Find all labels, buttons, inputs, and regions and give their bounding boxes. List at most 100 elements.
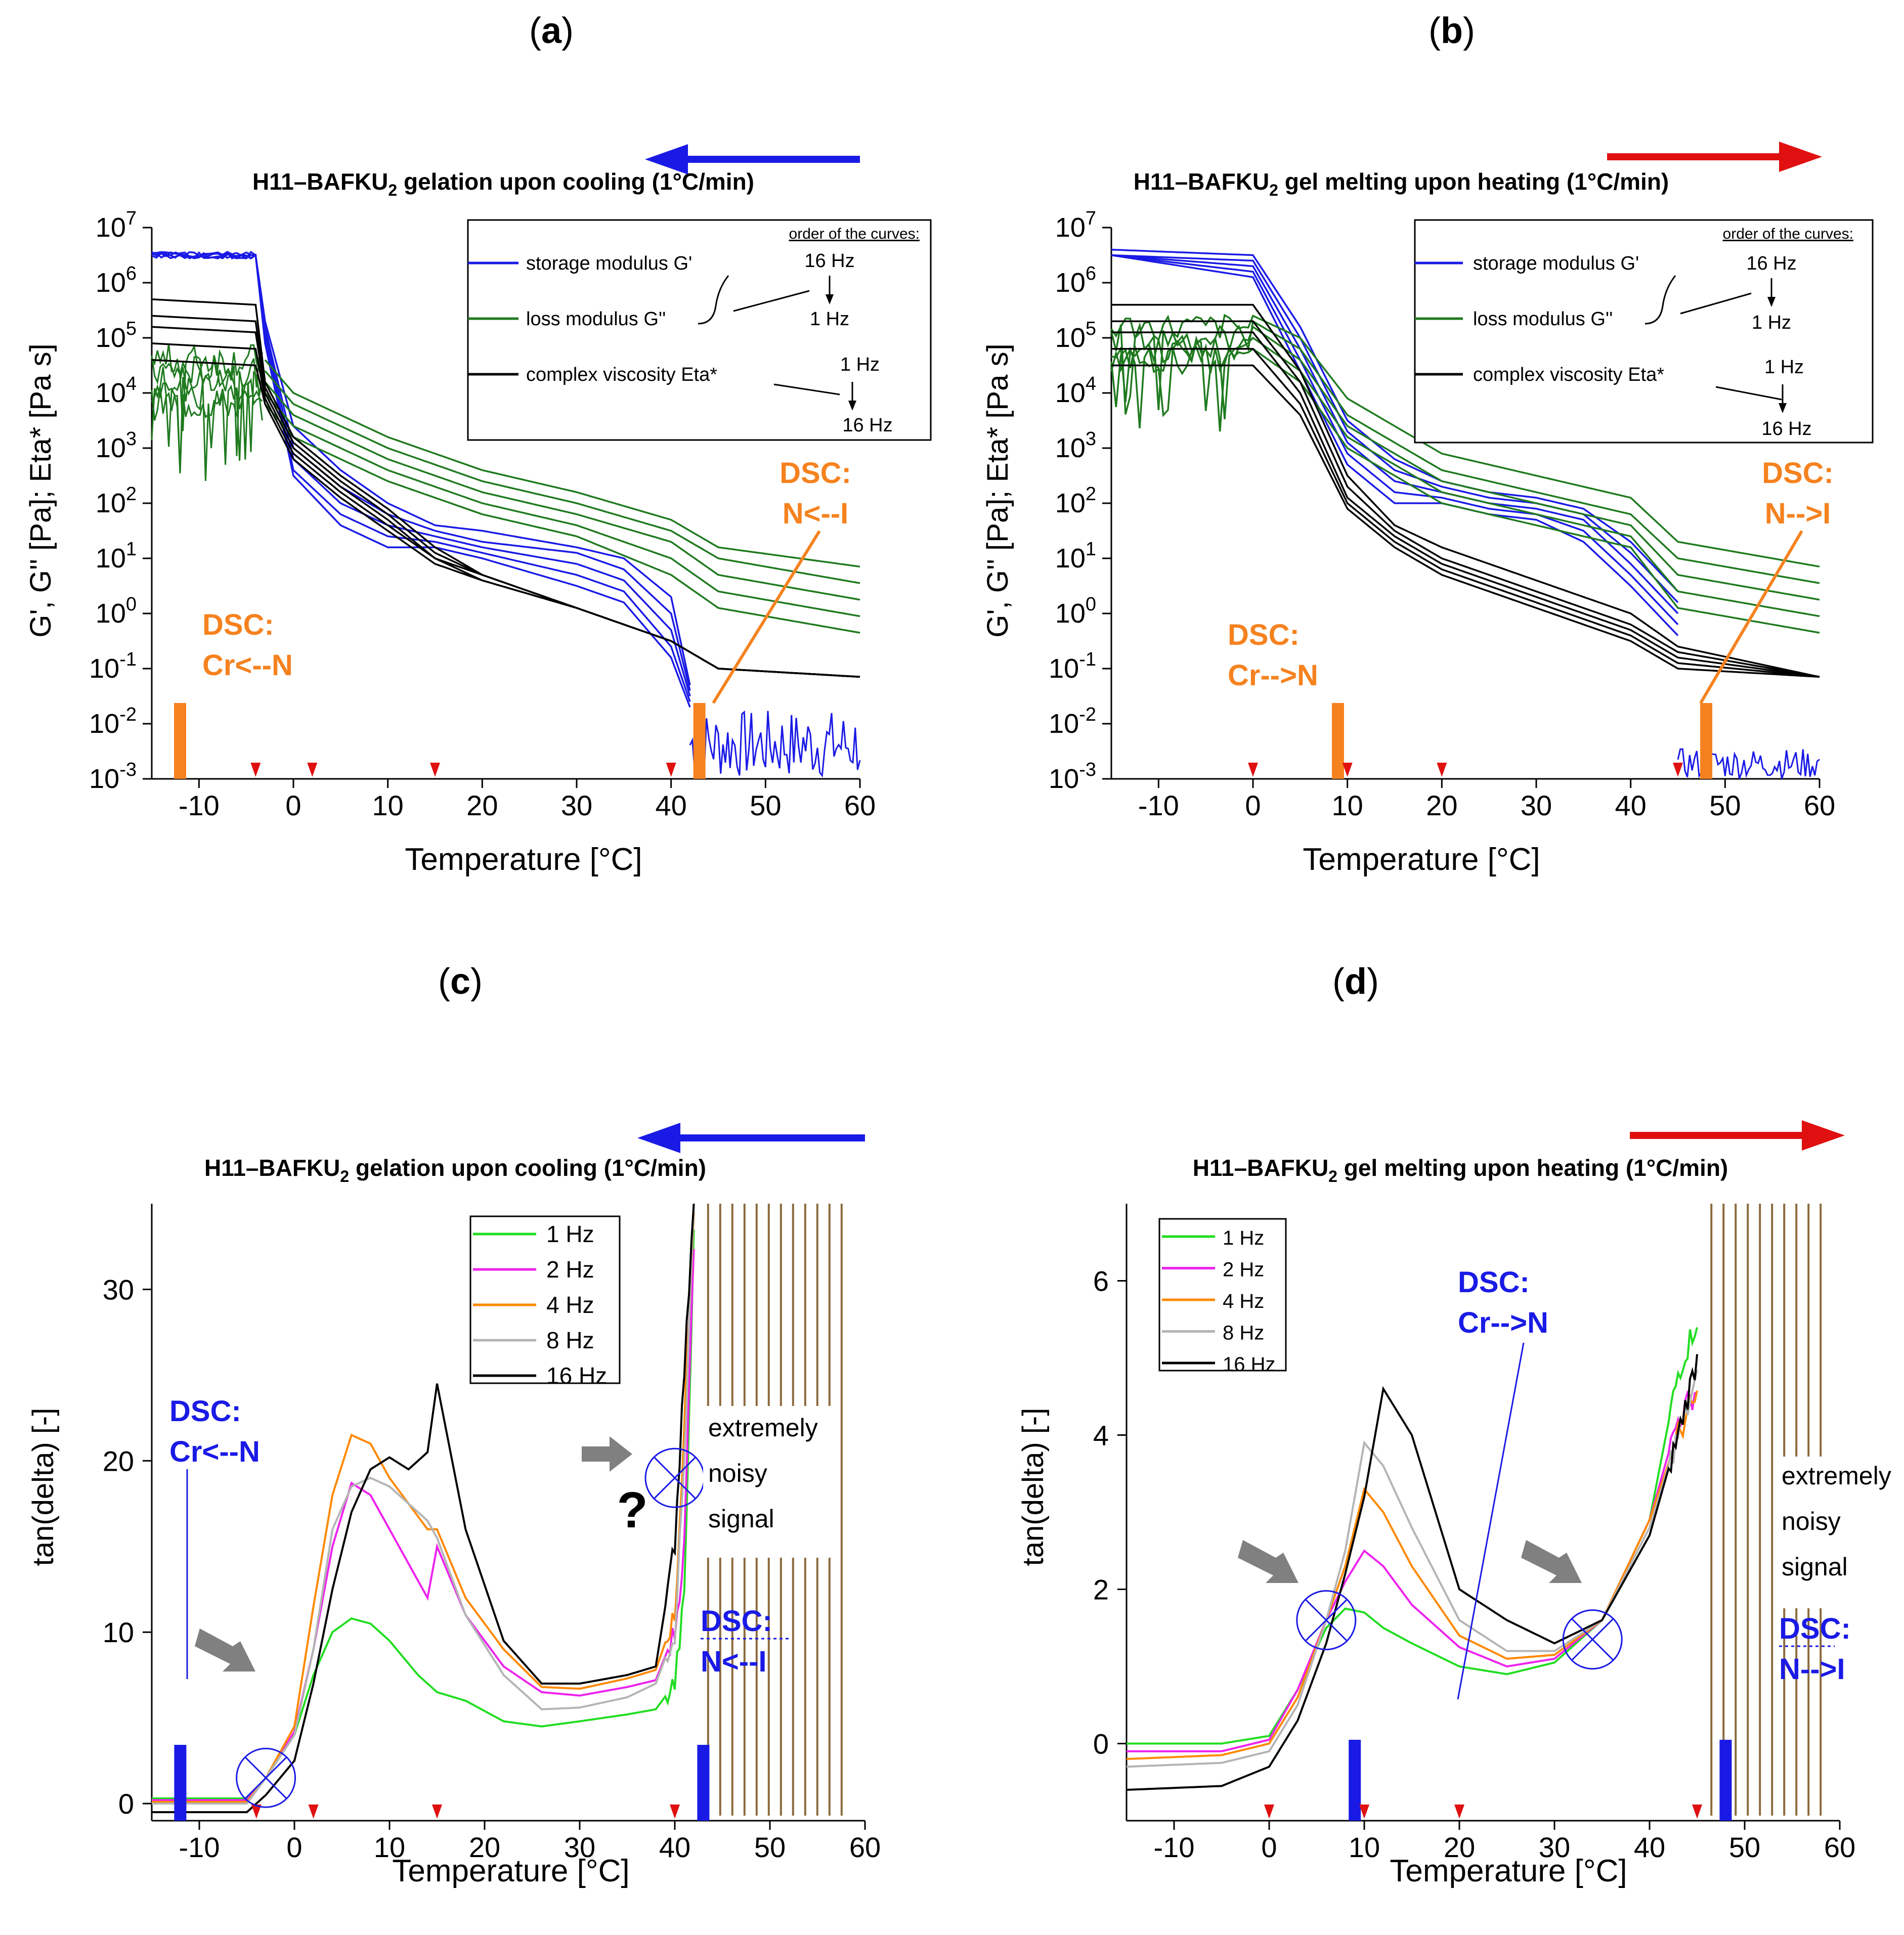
cooling-arrow	[637, 1123, 865, 1153]
crossing-x	[245, 1757, 287, 1799]
legend-box	[469, 1215, 621, 1384]
panel-label-b: (b)	[1429, 11, 1475, 51]
curve-2hz	[152, 1249, 695, 1801]
curve-black-1	[1111, 320, 1820, 678]
y-tick-label: 4	[1093, 1420, 1109, 1452]
dsc-transition-low: Cr-->N	[1458, 1306, 1548, 1339]
chart-title: H11–BAFKU2 gelation upon cooling (1°C/mi…	[204, 1155, 706, 1185]
curve-2hz	[1127, 1390, 1698, 1752]
y-tick-label: 105	[96, 318, 137, 353]
heating-arrow	[1607, 142, 1822, 172]
x-tick-label: 40	[659, 1831, 690, 1863]
legend-eta-1hz: 1 Hz	[840, 354, 880, 375]
y-tick-label: 10-2	[89, 704, 137, 739]
measurement-triangle	[307, 763, 318, 777]
x-tick-label: 20	[1444, 1831, 1475, 1863]
curve-gsecond-lowT	[151, 367, 263, 461]
x-tick-label: 0	[1261, 1831, 1277, 1863]
dsc-transition-low: Cr<--N	[202, 649, 293, 682]
curve-blue-2	[1111, 254, 1679, 614]
gprime-noise	[1677, 748, 1820, 779]
curve-green-3	[264, 392, 860, 618]
dsc-marker	[174, 703, 186, 779]
x-tick-label: 50	[754, 1831, 786, 1863]
y-tick-label: 101	[96, 539, 137, 574]
noisy-label: extremely noisy signal	[1777, 1457, 1898, 1608]
x-tick-label: 10	[1349, 1831, 1380, 1863]
legend-16hz: 16 Hz	[804, 250, 854, 272]
legend-16hz: 16 Hz	[1746, 253, 1796, 274]
x-tick-label: 60	[1824, 1831, 1855, 1863]
chart-title: H11–BAFKU2 gel melting upon heating (1°C…	[1134, 168, 1669, 199]
curve-black-2	[1111, 331, 1820, 678]
x-tick-label: 10	[372, 789, 404, 821]
dsc-transition-high: N-->I	[1765, 497, 1831, 530]
measurement-triangle	[666, 763, 676, 777]
dsc-label-high: DSC:	[701, 1605, 772, 1638]
curve-green-0	[264, 359, 860, 568]
x-tick-label: 0	[1245, 789, 1261, 821]
dsc-label-high: DSC:	[1779, 1612, 1851, 1645]
legend-item-2: 4 Hz	[1223, 1290, 1264, 1312]
x-tick-label: 10	[1332, 789, 1363, 821]
legend-item-storage: storage modulus G'	[526, 253, 692, 274]
dsc-label-low: DSC:	[1228, 619, 1300, 651]
grey-arrow-1	[1238, 1540, 1299, 1583]
legend-item-3: 8 Hz	[1223, 1322, 1264, 1344]
legend-eta-1hz: 1 Hz	[1764, 357, 1804, 378]
curve-black-0	[1111, 303, 1820, 678]
chart-a: H11–BAFKU2 gelation upon cooling (1°C/mi…	[24, 144, 932, 877]
x-tick-label: 0	[286, 1831, 302, 1863]
y-tick-label: 104	[96, 373, 137, 408]
curve-8hz	[1126, 1369, 1698, 1768]
y-tick-label: 103	[96, 428, 137, 463]
measurement-triangle	[1359, 1805, 1369, 1819]
chart-panel-a: H11–BAFKU2 gelation upon cooling (1°C/mi…	[0, 131, 952, 910]
legend-item-eta: complex viscosity Eta*	[526, 364, 717, 385]
curve-1hz	[1127, 1327, 1698, 1745]
dsc-label-low: DSC:	[1458, 1266, 1530, 1299]
x-tick-label: -10	[179, 1831, 220, 1863]
x-axis-label: Temperature [°C]	[392, 1854, 629, 1888]
measurement-triangle	[430, 763, 440, 777]
tan-legend: 1 Hz 2 Hz 4 Hz 8 Hz 16 Hz	[1158, 1218, 1287, 1376]
y-tick-label: 20	[103, 1445, 134, 1477]
grey-arrow-2	[1521, 1540, 1582, 1583]
crossing-x	[1572, 1618, 1614, 1660]
dsc-transition-high: N-->I	[1779, 1653, 1845, 1686]
dsc-marker	[174, 1745, 187, 1821]
noisy-line-2: noisy	[1782, 1507, 1841, 1535]
legend-box	[1158, 1218, 1287, 1372]
noisy-line-1: extremely	[708, 1414, 818, 1442]
panel-label-d: (d)	[1332, 961, 1379, 1002]
measurement-triangle	[1673, 763, 1683, 777]
curve-black-3	[1111, 348, 1820, 678]
dsc-label-high: DSC:	[1762, 457, 1834, 490]
x-tick-label: 30	[564, 1831, 595, 1863]
crossing-circle-0	[1296, 1590, 1357, 1650]
gprime-noise	[689, 710, 861, 778]
curve-4hz	[1126, 1390, 1698, 1760]
x-tick-label: 20	[469, 1831, 500, 1863]
x-tick-label: 60	[1804, 789, 1835, 821]
grey-arrow-1	[195, 1629, 255, 1672]
x-tick-label: 50	[1709, 789, 1741, 821]
curve-1hz	[152, 1229, 695, 1799]
x-axis-label: Temperature [°C]	[405, 842, 642, 877]
crossing-x	[654, 1457, 696, 1499]
curve-blue-3	[1111, 254, 1679, 626]
legend-item-0: 1 Hz	[1223, 1227, 1264, 1249]
noisy-line-3: signal	[708, 1505, 774, 1533]
y-tick-label: 30	[103, 1273, 134, 1305]
curve-black-4	[151, 359, 860, 678]
noisy-line-1: extremely	[1782, 1462, 1891, 1490]
legend-item-4: 16 Hz	[546, 1362, 607, 1389]
y-axis-label: G', G'' [Pa]; Eta* [Pa s]	[981, 343, 1014, 637]
dsc-label-low: DSC:	[169, 1395, 241, 1428]
curve-gsecond-lowT	[151, 354, 263, 456]
y-axis-label: G', G'' [Pa]; Eta* [Pa s]	[24, 343, 57, 637]
measurement-triangle	[1342, 763, 1353, 777]
chart-panel-b: H11–BAFKU2 gel melting upon heating (1°C…	[952, 131, 1904, 910]
curve-4hz	[152, 1212, 695, 1803]
crossing-circle-1	[1562, 1609, 1623, 1670]
